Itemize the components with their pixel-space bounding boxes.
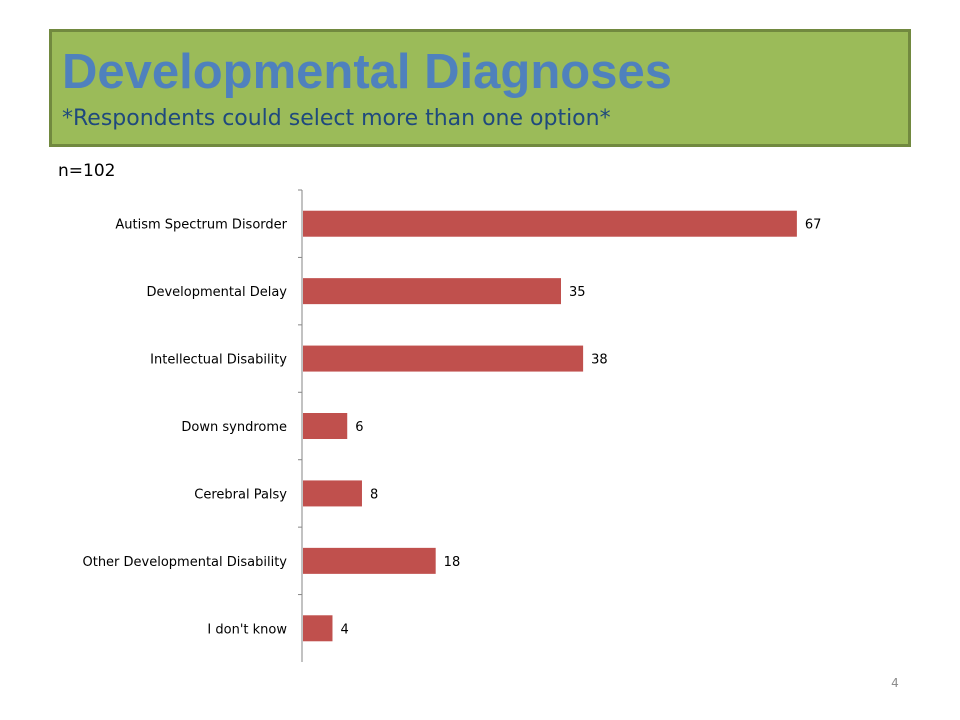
category-label: Intellectual Disability xyxy=(150,353,287,368)
data-label: 35 xyxy=(569,285,586,300)
bar xyxy=(303,615,333,642)
bar xyxy=(303,278,561,305)
category-label: I don't know xyxy=(207,622,287,637)
bar xyxy=(303,413,348,439)
category-label: Developmental Delay xyxy=(146,285,287,300)
sample-size-label: n=102 xyxy=(58,161,116,181)
data-label: 8 xyxy=(370,487,378,502)
data-label: 38 xyxy=(591,353,608,368)
bar xyxy=(303,210,797,237)
page-number: 4 xyxy=(891,676,899,690)
bar xyxy=(303,345,584,372)
data-label: 18 xyxy=(444,555,461,570)
page-subtitle: *Respondents could select more than one … xyxy=(62,106,611,131)
bar xyxy=(303,547,436,574)
bar xyxy=(303,480,362,507)
title-banner: Developmental Diagnoses *Respondents cou… xyxy=(49,29,911,147)
category-label: Cerebral Palsy xyxy=(194,487,287,502)
category-label: Down syndrome xyxy=(181,420,287,435)
page-title: Developmental Diagnoses xyxy=(62,45,672,99)
data-label: 67 xyxy=(805,218,822,233)
data-label: 6 xyxy=(355,420,363,435)
category-label: Other Developmental Disability xyxy=(82,555,287,570)
data-label: 4 xyxy=(340,622,348,637)
category-label: Autism Spectrum Disorder xyxy=(115,218,287,233)
